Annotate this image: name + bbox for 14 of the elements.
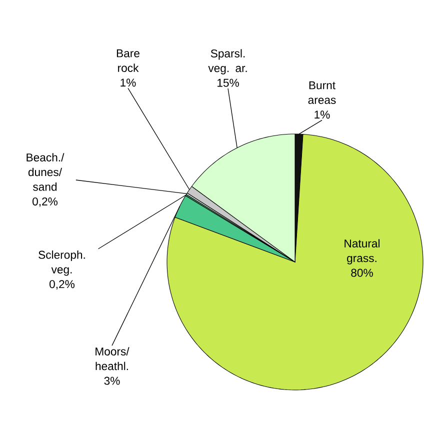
data-label: 80% [351,268,373,277]
slice-label: Bare rock [116,49,140,72]
slice-label: Burnt areas [308,81,336,104]
slice-label: Scleroph. veg. [38,250,85,276]
data-label: 1% [120,78,136,87]
slice-label: Sparsl. veg. ar. [208,49,247,74]
data-label: 0,2% [32,197,58,207]
data-label: 3% [104,376,120,385]
slice-label: Natural grass. [344,239,380,264]
data-label: 1% [314,110,330,119]
data-label: 15% [218,78,239,87]
slice-label: Moors/ heathl. [96,347,130,370]
data-label: 0,2% [50,280,75,290]
slice-label: Beach./ dunes/ sand [26,153,64,191]
